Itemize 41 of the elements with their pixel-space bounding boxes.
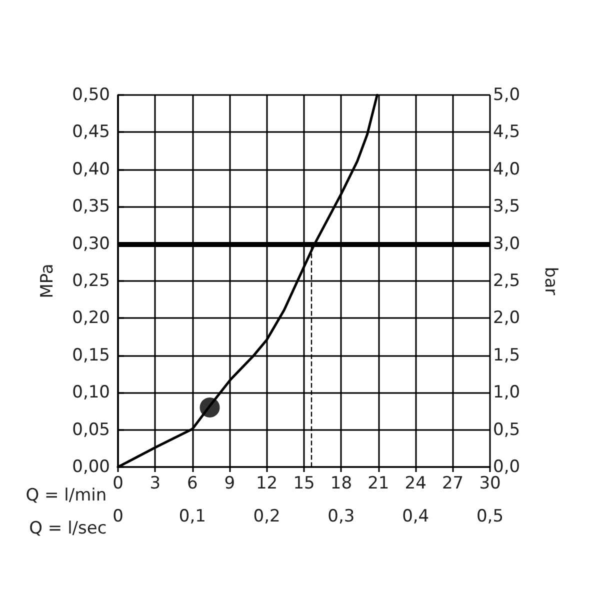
x2-axis-title: Q = l/sec xyxy=(29,518,107,538)
x2-tick-label: 0,5 xyxy=(476,506,504,526)
y-tick-label: 0,15 xyxy=(72,345,110,366)
y2-tick-label: 4,5 xyxy=(493,122,520,142)
x2-tick-label: 0 xyxy=(112,506,124,526)
x-tick-label: 15 xyxy=(293,474,315,494)
y-tick-label: 0,50 xyxy=(72,85,110,105)
y2-tick-label: 1,0 xyxy=(493,382,520,403)
x2-tick-label: 0,2 xyxy=(253,506,280,526)
y-tick-label: 0,35 xyxy=(72,196,110,217)
y-tick-label: 0,00 xyxy=(72,457,110,477)
y2-tick-label: 2,0 xyxy=(493,308,520,328)
x-axis-title: Q = l/min xyxy=(26,486,107,506)
y2-tick-label: 3,5 xyxy=(493,196,520,217)
x-tick-label: 24 xyxy=(404,474,426,494)
x2-tick-label: 0,1 xyxy=(178,506,206,526)
x-tick-label: 3 xyxy=(150,474,161,494)
x-tick-label: 27 xyxy=(442,474,464,494)
y2-tick-label: 4,0 xyxy=(493,159,520,180)
y-tick-label: 0,25 xyxy=(72,271,110,291)
x-tick-label: 21 xyxy=(368,474,390,494)
x-tick-label: 9 xyxy=(224,474,236,494)
x2-tick-label: 0,3 xyxy=(328,506,355,526)
y-tick-label: 0,20 xyxy=(72,308,110,328)
y2-tick-label: 2,5 xyxy=(493,271,520,291)
y-tick-label: 0,45 xyxy=(72,122,110,142)
y-tick-label: 0,10 xyxy=(72,382,110,403)
y2-tick-label: 0,5 xyxy=(493,420,520,440)
y-tick-label: 0,30 xyxy=(72,234,110,254)
x-tick-label: 12 xyxy=(256,474,278,494)
x-tick-label: 0 xyxy=(112,474,124,494)
x-tick-label: 6 xyxy=(186,474,198,494)
y2-axis-title: bar xyxy=(540,266,560,296)
y-tick-label: 0,05 xyxy=(72,420,110,440)
y2-tick-label: 1,5 xyxy=(493,345,520,366)
y2-tick-label: 3,0 xyxy=(493,234,520,254)
x2-tick-label: 0,4 xyxy=(402,506,430,526)
x-tick-label: 18 xyxy=(330,474,352,494)
y2-tick-label: 5,0 xyxy=(493,85,520,105)
y-tick-label: 0,40 xyxy=(72,159,110,180)
y-axis-title: MPa xyxy=(38,264,58,298)
